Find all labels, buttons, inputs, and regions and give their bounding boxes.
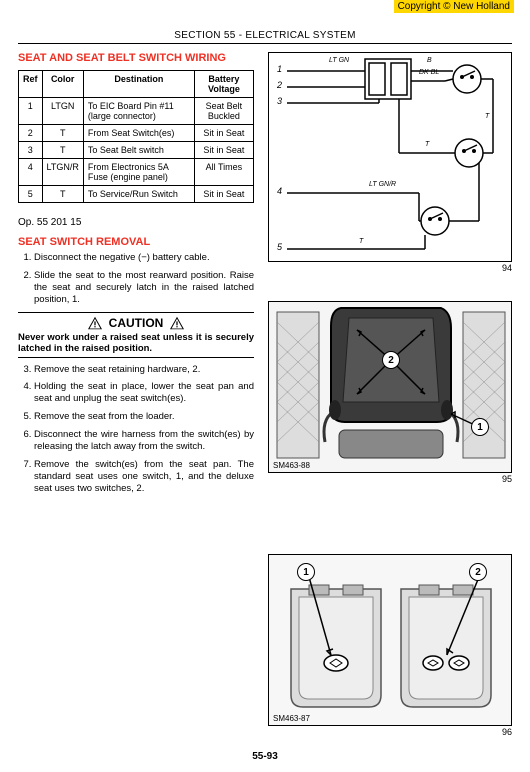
cell: To Seat Belt switch <box>83 142 194 159</box>
cell: Sit in Seat <box>194 142 253 159</box>
steps-list-b: Remove the seat retaining hardware, 2. H… <box>34 364 254 495</box>
table-row: 3 T To Seat Belt switch Sit in Seat <box>19 142 254 159</box>
figure-95: 2 1 SM463-88 <box>268 301 512 473</box>
figure-96-caption: 96 <box>268 727 512 737</box>
list-item: Remove the seat from the loader. <box>34 411 254 423</box>
spacer <box>268 490 512 554</box>
list-item: Disconnect the negative (−) battery cabl… <box>34 252 254 264</box>
caution-text: Never work under a raised seat unless it… <box>18 332 254 354</box>
removal-title: SEAT SWITCH REMOVAL <box>18 236 254 248</box>
copyright-badge: Copyright © New Holland <box>394 0 514 13</box>
wire-label: T <box>359 238 363 245</box>
list-item: Holding the seat in place, lower the sea… <box>34 381 254 405</box>
seat-diagram-svg <box>269 302 513 474</box>
list-item: Remove the switch(es) from the seat pan.… <box>34 459 254 495</box>
wire-label: DK BL <box>419 69 439 76</box>
figure-95-sm-label: SM463-88 <box>273 461 310 470</box>
warning-triangle-icon <box>87 316 103 330</box>
callout-2: 2 <box>469 563 487 581</box>
th-dest: Destination <box>83 71 194 98</box>
callout-1: 1 <box>471 418 489 436</box>
cell: T <box>42 186 83 203</box>
ref-number: 3 <box>277 96 282 106</box>
table-row: 1 LTGN To EIC Board Pin #11 (large conne… <box>19 98 254 125</box>
wire-label: T <box>425 141 429 148</box>
header-rule <box>18 43 512 44</box>
callout-1: 1 <box>297 563 315 581</box>
wire-label: B <box>427 57 432 64</box>
cell: Seat Belt Buckled <box>194 98 253 125</box>
cell: 5 <box>19 186 43 203</box>
figure-94-caption: 94 <box>268 263 512 273</box>
figure-96-sm-label: SM463-87 <box>273 714 310 723</box>
ref-number: 4 <box>277 186 282 196</box>
figure-96: 1 2 SM463-87 <box>268 554 512 726</box>
th-ref: Ref <box>19 71 43 98</box>
table-row: 2 T From Seat Switch(es) Sit in Seat <box>19 125 254 142</box>
ref-number: 5 <box>277 242 282 252</box>
list-item: Disconnect the wire harness from the swi… <box>34 429 254 453</box>
op-number: Op. 55 201 15 <box>18 217 254 228</box>
list-item: Slide the seat to the most rearward posi… <box>34 270 254 306</box>
warning-triangle-icon <box>169 316 185 330</box>
steps-list-a: Disconnect the negative (−) battery cabl… <box>34 252 254 306</box>
cell: T <box>42 125 83 142</box>
th-bv: Battery Voltage <box>194 71 253 98</box>
callout-2: 2 <box>382 351 400 369</box>
two-column-layout: SEAT AND SEAT BELT SWITCH WIRING Ref Col… <box>18 52 512 743</box>
page-content: SECTION 55 - ELECTRICAL SYSTEM SEAT AND … <box>0 0 530 772</box>
figure-94: LT GN DK BL B LT GN/R T T T 1 2 3 4 5 <box>268 52 512 262</box>
cell: T <box>42 142 83 159</box>
cell: 2 <box>19 125 43 142</box>
page-number: 55-93 <box>18 751 512 762</box>
ref-number: 1 <box>277 64 282 74</box>
table-header-row: Ref Color Destination Battery Voltage <box>19 71 254 98</box>
cell: Sit in Seat <box>194 125 253 142</box>
wiring-diagram-svg <box>269 53 513 263</box>
cell: From Seat Switch(es) <box>83 125 194 142</box>
spacer <box>268 279 512 301</box>
wire-label: T <box>485 113 489 120</box>
ref-number: 2 <box>277 80 282 90</box>
wire-label: LT GN/R <box>369 181 396 188</box>
cell: Sit in Seat <box>194 186 253 203</box>
cell: 3 <box>19 142 43 159</box>
cell: LTGN/R <box>42 159 83 186</box>
cell: All Times <box>194 159 253 186</box>
wire-label: LT GN <box>329 57 349 64</box>
caution-label: CAUTION <box>109 316 164 330</box>
cell: To Service/Run Switch <box>83 186 194 203</box>
right-column: LT GN DK BL B LT GN/R T T T 1 2 3 4 5 94 <box>268 52 512 743</box>
caution-box: CAUTION Never work under a raised seat u… <box>18 312 254 358</box>
cell: 4 <box>19 159 43 186</box>
cell: LTGN <box>42 98 83 125</box>
th-color: Color <box>42 71 83 98</box>
cell: 1 <box>19 98 43 125</box>
caution-rule-bottom <box>18 357 254 358</box>
section-header: SECTION 55 - ELECTRICAL SYSTEM <box>18 30 512 41</box>
wiring-table: Ref Color Destination Battery Voltage 1 … <box>18 70 254 203</box>
caution-header: CAUTION <box>18 316 254 330</box>
caution-rule-top <box>18 312 254 313</box>
figure-95-caption: 95 <box>268 474 512 484</box>
wiring-title: SEAT AND SEAT BELT SWITCH WIRING <box>18 52 254 64</box>
left-column: SEAT AND SEAT BELT SWITCH WIRING Ref Col… <box>18 52 254 743</box>
table-row: 5 T To Service/Run Switch Sit in Seat <box>19 186 254 203</box>
table-row: 4 LTGN/R From Electronics 5A Fuse (engin… <box>19 159 254 186</box>
cell: To EIC Board Pin #11 (large connector) <box>83 98 194 125</box>
cell: From Electronics 5A Fuse (engine panel) <box>83 159 194 186</box>
list-item: Remove the seat retaining hardware, 2. <box>34 364 254 376</box>
